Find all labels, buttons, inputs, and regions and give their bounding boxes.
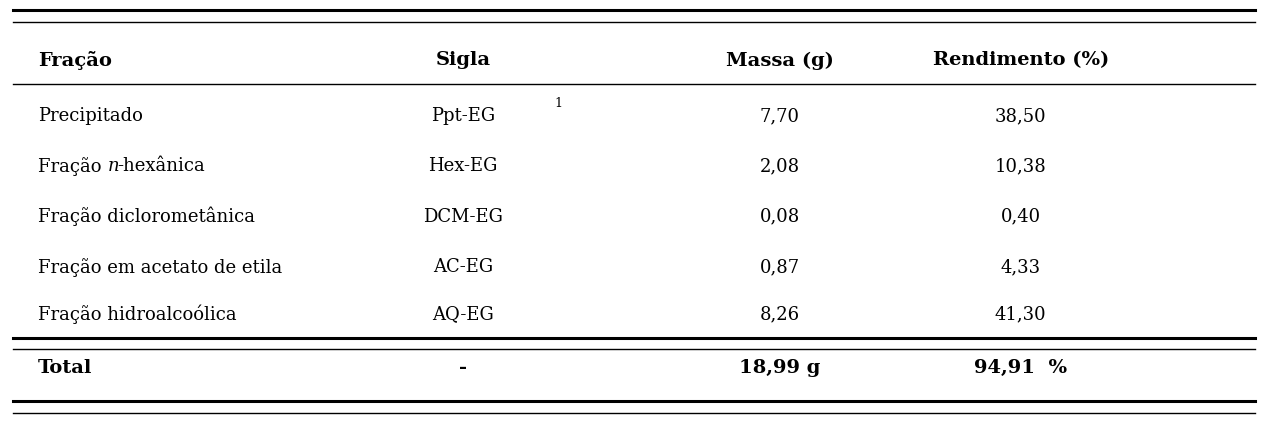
Text: n: n: [108, 157, 119, 175]
Text: Sigla: Sigla: [435, 52, 491, 70]
Text: 0,08: 0,08: [760, 208, 800, 226]
Text: 0,40: 0,40: [1000, 208, 1041, 226]
Text: 1: 1: [554, 97, 562, 110]
Text: Massa (g): Massa (g): [725, 51, 834, 70]
Text: 0,87: 0,87: [760, 258, 800, 276]
Text: Fração em acetato de etila: Fração em acetato de etila: [38, 258, 283, 276]
Text: 18,99 g: 18,99 g: [739, 359, 820, 377]
Text: 41,30: 41,30: [995, 305, 1046, 323]
Text: Fração: Fração: [38, 157, 108, 176]
Text: Fração: Fração: [38, 51, 112, 70]
Text: 10,38: 10,38: [995, 157, 1046, 175]
Text: 94,91  %: 94,91 %: [974, 359, 1068, 377]
Text: Ppt-EG: Ppt-EG: [431, 107, 495, 125]
Text: 38,50: 38,50: [995, 107, 1046, 125]
Text: Total: Total: [38, 359, 93, 377]
Text: -: -: [459, 359, 467, 377]
Text: AQ-EG: AQ-EG: [432, 305, 493, 323]
Text: Fração hidroalcoólica: Fração hidroalcoólica: [38, 304, 237, 324]
Text: Precipitado: Precipitado: [38, 107, 143, 125]
Text: 8,26: 8,26: [760, 305, 800, 323]
Text: AC-EG: AC-EG: [432, 258, 493, 276]
Text: -hexânica: -hexânica: [118, 157, 205, 175]
Text: DCM-EG: DCM-EG: [424, 208, 502, 226]
Text: 2,08: 2,08: [760, 157, 800, 175]
Text: Rendimento (%): Rendimento (%): [933, 52, 1108, 70]
Text: 7,70: 7,70: [760, 107, 800, 125]
Text: Hex-EG: Hex-EG: [429, 157, 497, 175]
Text: 4,33: 4,33: [1000, 258, 1041, 276]
Text: Fração diclorometânica: Fração diclorometânica: [38, 207, 255, 227]
